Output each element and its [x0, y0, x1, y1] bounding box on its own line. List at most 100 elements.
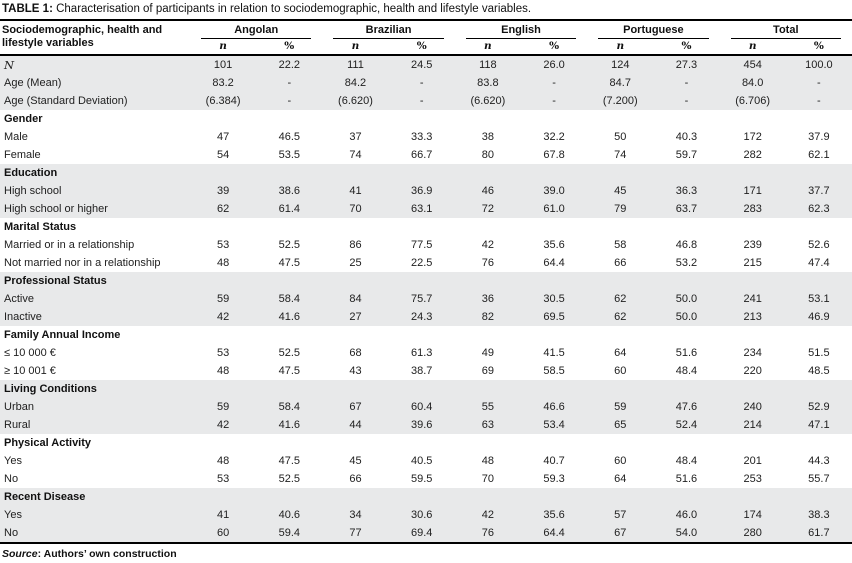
table-cell: 64	[614, 472, 627, 485]
table-row: No 53 52.5 66 59.5 70 59.3 64 51.6 253 55.7	[0, 470, 852, 488]
table-cell: 53.2	[675, 256, 698, 269]
table-cell: 74	[349, 148, 362, 161]
table-cell: 82	[454, 308, 521, 326]
table-cell: 100.0	[785, 55, 852, 74]
table-cell: 58	[614, 238, 627, 251]
table-cell: 64.4	[520, 524, 588, 544]
table-cell: -	[256, 74, 323, 92]
table-cell: (6.620)	[454, 92, 521, 110]
table-cell: 234	[743, 346, 762, 359]
table-cell: 52.5	[278, 238, 300, 251]
table-cell: 70	[322, 200, 389, 218]
subheader-pct: %	[785, 39, 852, 56]
table-cell: 84.7	[587, 74, 654, 92]
row-label: Inactive	[0, 308, 191, 326]
row-label: Urban	[0, 398, 191, 416]
table-cell: 52.5	[278, 472, 300, 485]
table-cell: 38.7	[410, 364, 433, 377]
group-header-angolan: Angolan	[190, 21, 322, 39]
table-cell: 22.2	[256, 55, 323, 74]
table-cell: 69.4	[388, 524, 455, 544]
table-cell: 77.5	[410, 238, 433, 251]
source-text: : Authors’ own construction	[37, 548, 177, 560]
table-cell: 48	[481, 454, 494, 467]
table-cell: 40.7	[543, 454, 565, 467]
table-cell: 60.4	[388, 398, 455, 416]
table-cell: 76	[481, 256, 494, 269]
table-cell: 48.5	[808, 364, 830, 377]
subheader-row: n% n% n% n% n%	[0, 39, 852, 56]
group-header-label: Total	[730, 21, 841, 39]
table-cell: 118	[454, 55, 521, 74]
table-cell: 54.0	[653, 524, 720, 544]
table-cell: 72	[454, 200, 521, 218]
subheader-n: n	[322, 39, 389, 56]
table-cell: 80	[481, 148, 494, 161]
table-cell: -	[520, 92, 588, 110]
table-cell: 48	[216, 454, 230, 467]
table-cell: 63.7	[653, 200, 720, 218]
group-header-total: Total	[720, 21, 852, 39]
table-cell: 59.3	[543, 472, 565, 485]
table-cell: 44.3	[808, 454, 830, 467]
table-cell: 50.0	[653, 290, 720, 308]
table-cell: 37.9	[808, 130, 830, 143]
table-cell: (6.706)	[719, 92, 786, 110]
section-header: Education	[0, 164, 852, 182]
group-header-label: Brazilian	[333, 21, 444, 39]
table-cell: 171	[719, 182, 786, 200]
table-cell: 215	[743, 256, 762, 269]
table-cell: 44	[322, 416, 389, 434]
row-label: Active	[0, 290, 191, 308]
table-cell: 47	[216, 130, 230, 143]
table-cell: 48	[216, 256, 230, 269]
section-header-row: Education	[0, 164, 852, 182]
table-cell: 62	[587, 308, 654, 326]
table-cell: 48.4	[675, 454, 698, 467]
table-row: Active 59 58.4 84 75.7 36 30.5 62 50.0 241 53.1	[0, 290, 852, 308]
table-cell: 51.6	[675, 472, 698, 485]
table-cell: 58.5	[543, 364, 565, 377]
table-cell: 69.5	[520, 308, 588, 326]
table-cell: 40.6	[256, 506, 323, 524]
table-cell: 58.4	[256, 398, 323, 416]
group-header-label: Angolan	[201, 21, 312, 39]
group-header-brazilian: Brazilian	[322, 21, 454, 39]
section-header-row: Professional Status	[0, 272, 852, 290]
table-cell: 48	[216, 364, 230, 377]
table-cell: 59.5	[410, 472, 433, 485]
table-cell: 45	[587, 182, 654, 200]
row-label: High school or higher	[0, 200, 191, 218]
row-label: Female	[4, 148, 41, 161]
table-cell: 61.7	[785, 524, 852, 544]
table-cell: 36.9	[388, 182, 455, 200]
subheader-pct: %	[256, 39, 323, 56]
table-cell: 75.7	[388, 290, 455, 308]
table-cell: 64.4	[543, 256, 565, 269]
table-cell: 66	[349, 472, 362, 485]
table-cell: 83.8	[454, 74, 521, 92]
table-cell: 42	[454, 506, 521, 524]
table-cell: 39	[190, 182, 257, 200]
table-cell: 46.5	[278, 130, 300, 143]
table-cell: 172	[743, 130, 762, 143]
table-cell: 42	[481, 238, 494, 251]
table-cell: 36.3	[653, 182, 720, 200]
row-label: Rural	[0, 416, 191, 434]
table-cell: 47.4	[808, 256, 830, 269]
section-header: Living Conditions	[0, 380, 852, 398]
row-label: Yes	[4, 454, 22, 467]
column-header-variables: Sociodemographic, health and lifestyle v…	[0, 21, 191, 56]
table-cell: 53.1	[785, 290, 852, 308]
table-cell: 62.3	[785, 200, 852, 218]
table-row: Urban 59 58.4 67 60.4 55 46.6 59 47.6 240 52.9	[0, 398, 852, 416]
source-note: Source: Authors’ own construction	[0, 544, 852, 563]
section-header: Physical Activity	[4, 437, 92, 449]
table-cell: 26.0	[520, 55, 588, 74]
table-cell: 61.3	[410, 346, 433, 359]
table-cell: 76	[454, 524, 521, 544]
table-row: Not married nor in a relationship 48 47.5 2…	[0, 254, 852, 272]
participants-table: Sociodemographic, health and lifestyle v…	[0, 21, 852, 544]
table-cell: 59	[190, 290, 257, 308]
table-cell: -	[520, 74, 588, 92]
